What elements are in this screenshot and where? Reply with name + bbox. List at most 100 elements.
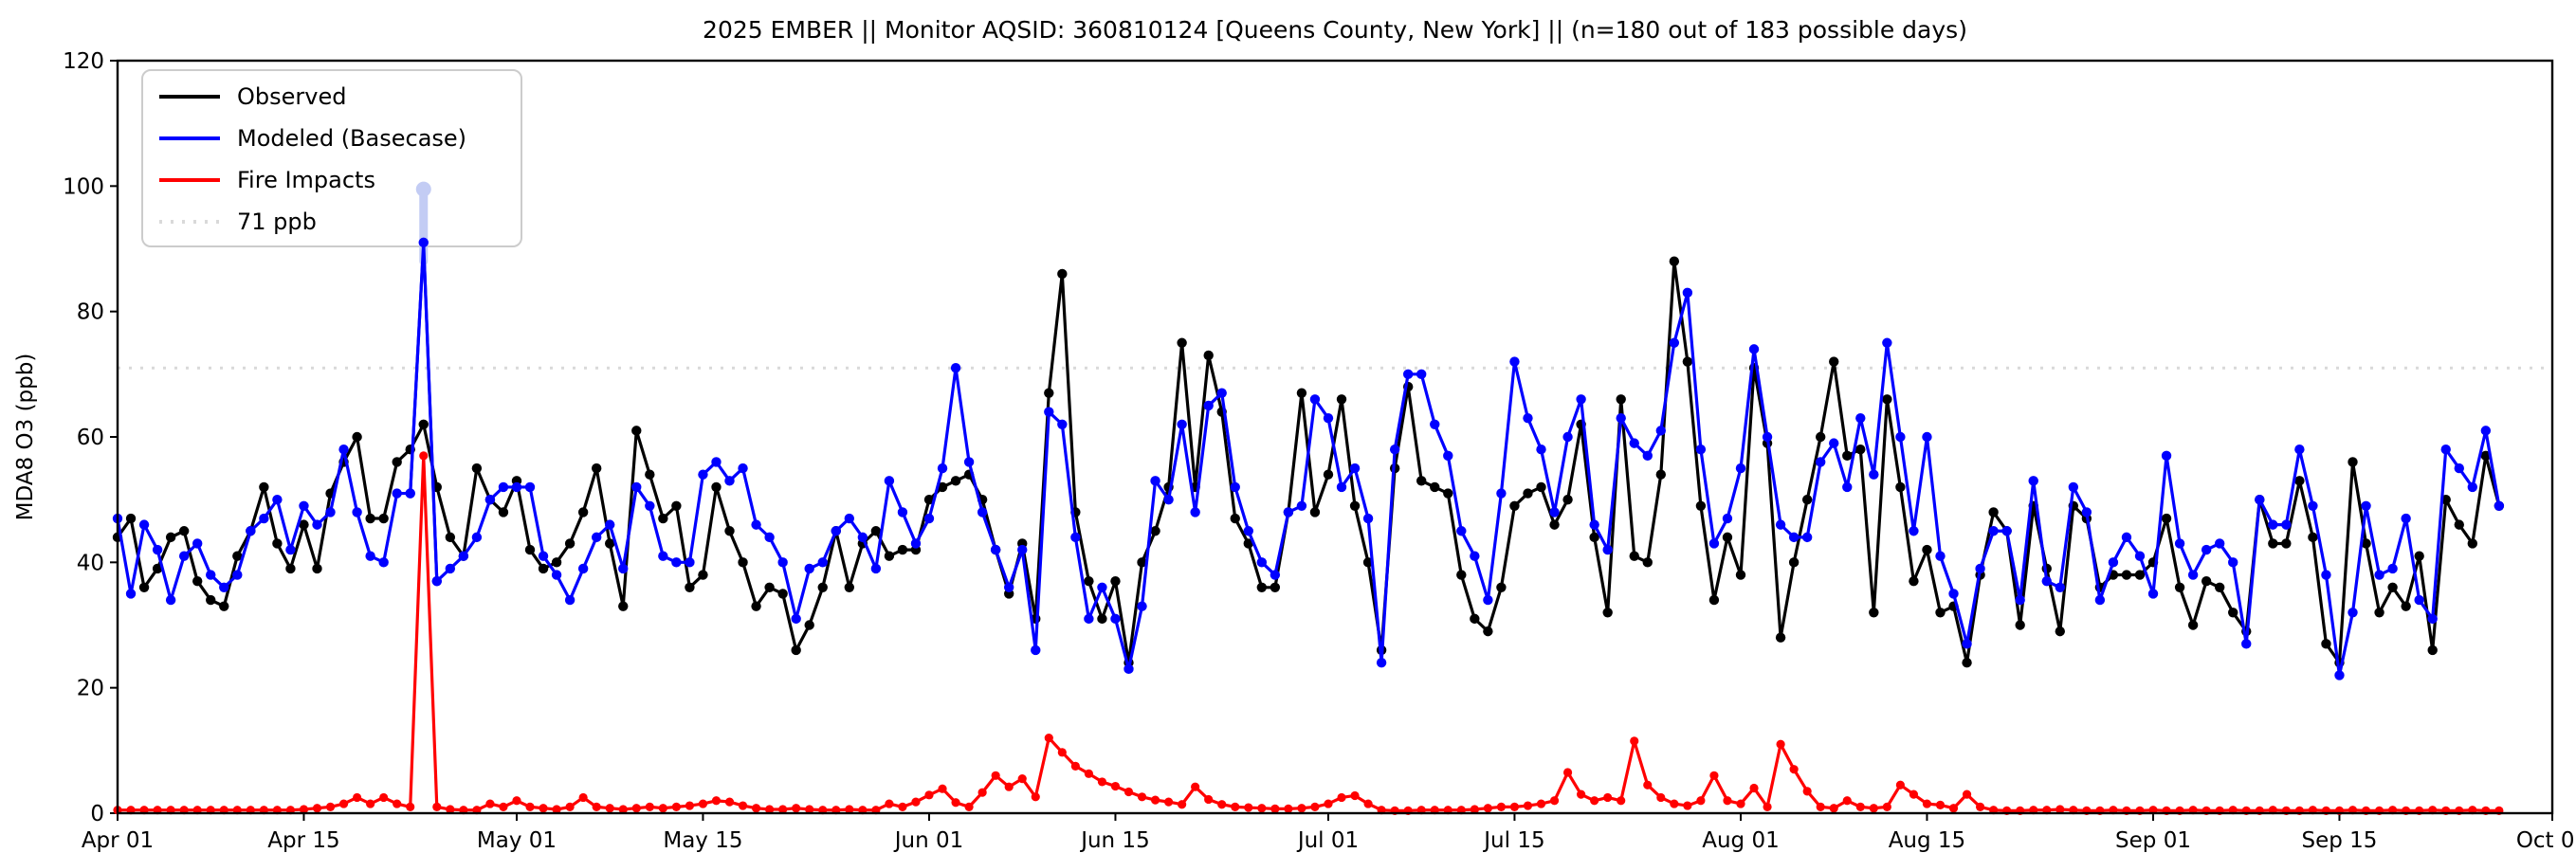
data-point-observed [2308,532,2318,543]
data-point-modeled-basecase [1430,419,1440,429]
data-point-fire-impacts [1496,802,1507,811]
data-point-observed [1057,268,1068,280]
data-point-observed [2121,570,2132,580]
spike-halo-marker [415,181,431,197]
data-point-modeled-basecase [2161,450,2172,462]
data-point-modeled-basecase [1270,570,1281,580]
data-point-fire-impacts [1363,799,1373,808]
data-point-observed [2187,620,2199,630]
data-point-fire-impacts [1031,792,1040,802]
data-point-observed [2214,582,2225,592]
data-point-observed [870,526,882,536]
data-point-fire-impacts [1204,794,1214,805]
data-point-observed [844,582,855,592]
data-point-observed [751,601,761,611]
x-tick-label: Jun 15 [1079,828,1150,853]
x-tick-label: Oct 01 [2516,828,2576,853]
data-point-modeled-basecase [844,513,855,524]
data-point-observed [378,513,389,524]
data-point-observed [618,601,629,611]
data-point-modeled-basecase [524,481,536,493]
data-point-modeled-basecase [618,563,629,574]
data-point-fire-impacts [1350,790,1360,801]
data-point-modeled-basecase [1602,544,1613,555]
data-point-fire-impacts [618,805,628,814]
y-tick-label: 40 [77,551,104,575]
data-point-fire-impacts [1670,799,1679,808]
data-point-modeled-basecase [1057,419,1068,429]
data-point-fire-impacts [631,804,641,813]
data-point-modeled-basecase [698,469,708,480]
data-point-fire-impacts [552,805,561,814]
data-point-observed [1855,445,1866,455]
data-point-fire-impacts [885,799,894,808]
data-point-modeled-basecase [1137,601,1147,611]
data-point-modeled-basecase [2001,526,2012,536]
data-point-fire-impacts [1057,748,1067,757]
data-point-observed [577,507,589,517]
data-point-observed [711,481,722,493]
data-point-fire-impacts [366,799,375,808]
data-point-modeled-basecase [2348,608,2358,618]
data-point-observed [2348,457,2358,467]
data-point-observed [1549,519,1560,530]
data-point-modeled-basecase [551,570,562,580]
data-point-modeled-basecase [259,513,269,524]
y-tick-label: 20 [77,677,104,701]
data-point-fire-impacts [1470,805,1479,814]
data-point-modeled-basecase [1801,532,1813,543]
data-point-observed [950,476,961,486]
data-point-fire-impacts [379,792,389,803]
data-point-modeled-basecase [1935,551,1946,561]
data-point-modeled-basecase [1296,500,1307,511]
data-point-fire-impacts [1882,802,1891,811]
data-point-fire-impacts [1709,771,1719,780]
data-point-observed [1708,594,1720,606]
data-point-observed [1655,469,1667,480]
data-point-observed [299,519,309,530]
data-point-fire-impacts [1656,792,1666,803]
data-point-modeled-basecase [777,557,788,568]
data-point-observed [2414,551,2424,561]
data-point-observed [1203,350,1214,361]
data-point-modeled-basecase [1376,658,1387,668]
data-point-modeled-basecase [2255,494,2265,505]
data-point-observed [1416,476,1427,486]
data-point-modeled-basecase [178,551,190,561]
data-point-observed [685,582,695,592]
data-point-fire-impacts [325,802,336,811]
data-point-modeled-basecase [378,557,389,568]
data-point-fire-impacts [1855,802,1865,811]
data-point-modeled-basecase [325,507,336,517]
data-point-observed [2467,538,2478,549]
data-point-modeled-basecase [2440,445,2451,455]
data-point-fire-impacts [1178,800,1187,809]
data-point-modeled-basecase [685,557,695,568]
data-point-modeled-basecase [511,481,522,493]
data-point-modeled-basecase [1150,476,1160,486]
x-tick-label: Jul 01 [1296,828,1359,853]
data-point-observed [804,620,814,630]
data-point-modeled-basecase [1523,412,1533,424]
data-point-modeled-basecase [1909,526,1919,536]
data-point-fire-impacts [1577,789,1586,799]
data-point-modeled-basecase [1124,663,1134,675]
data-point-modeled-basecase [2174,538,2185,549]
data-point-fire-impacts [1962,789,1972,799]
data-point-fire-impacts [1723,796,1732,806]
data-point-observed [1509,500,1520,511]
data-point-modeled-basecase [1256,557,1268,568]
data-point-modeled-basecase [1948,589,1959,599]
data-point-modeled-basecase [1177,419,1187,429]
data-point-modeled-basecase [152,544,163,555]
data-point-observed [538,563,549,574]
data-point-observed [352,431,362,443]
data-point-modeled-basecase [1669,337,1680,348]
data-point-observed [564,538,575,549]
data-point-observed [1882,394,1892,405]
spike-blue-marker [418,237,429,248]
x-tick-label: Aug 15 [1889,828,1966,853]
data-point-modeled-basecase [1708,538,1720,549]
y-tick-label: 80 [77,300,104,325]
